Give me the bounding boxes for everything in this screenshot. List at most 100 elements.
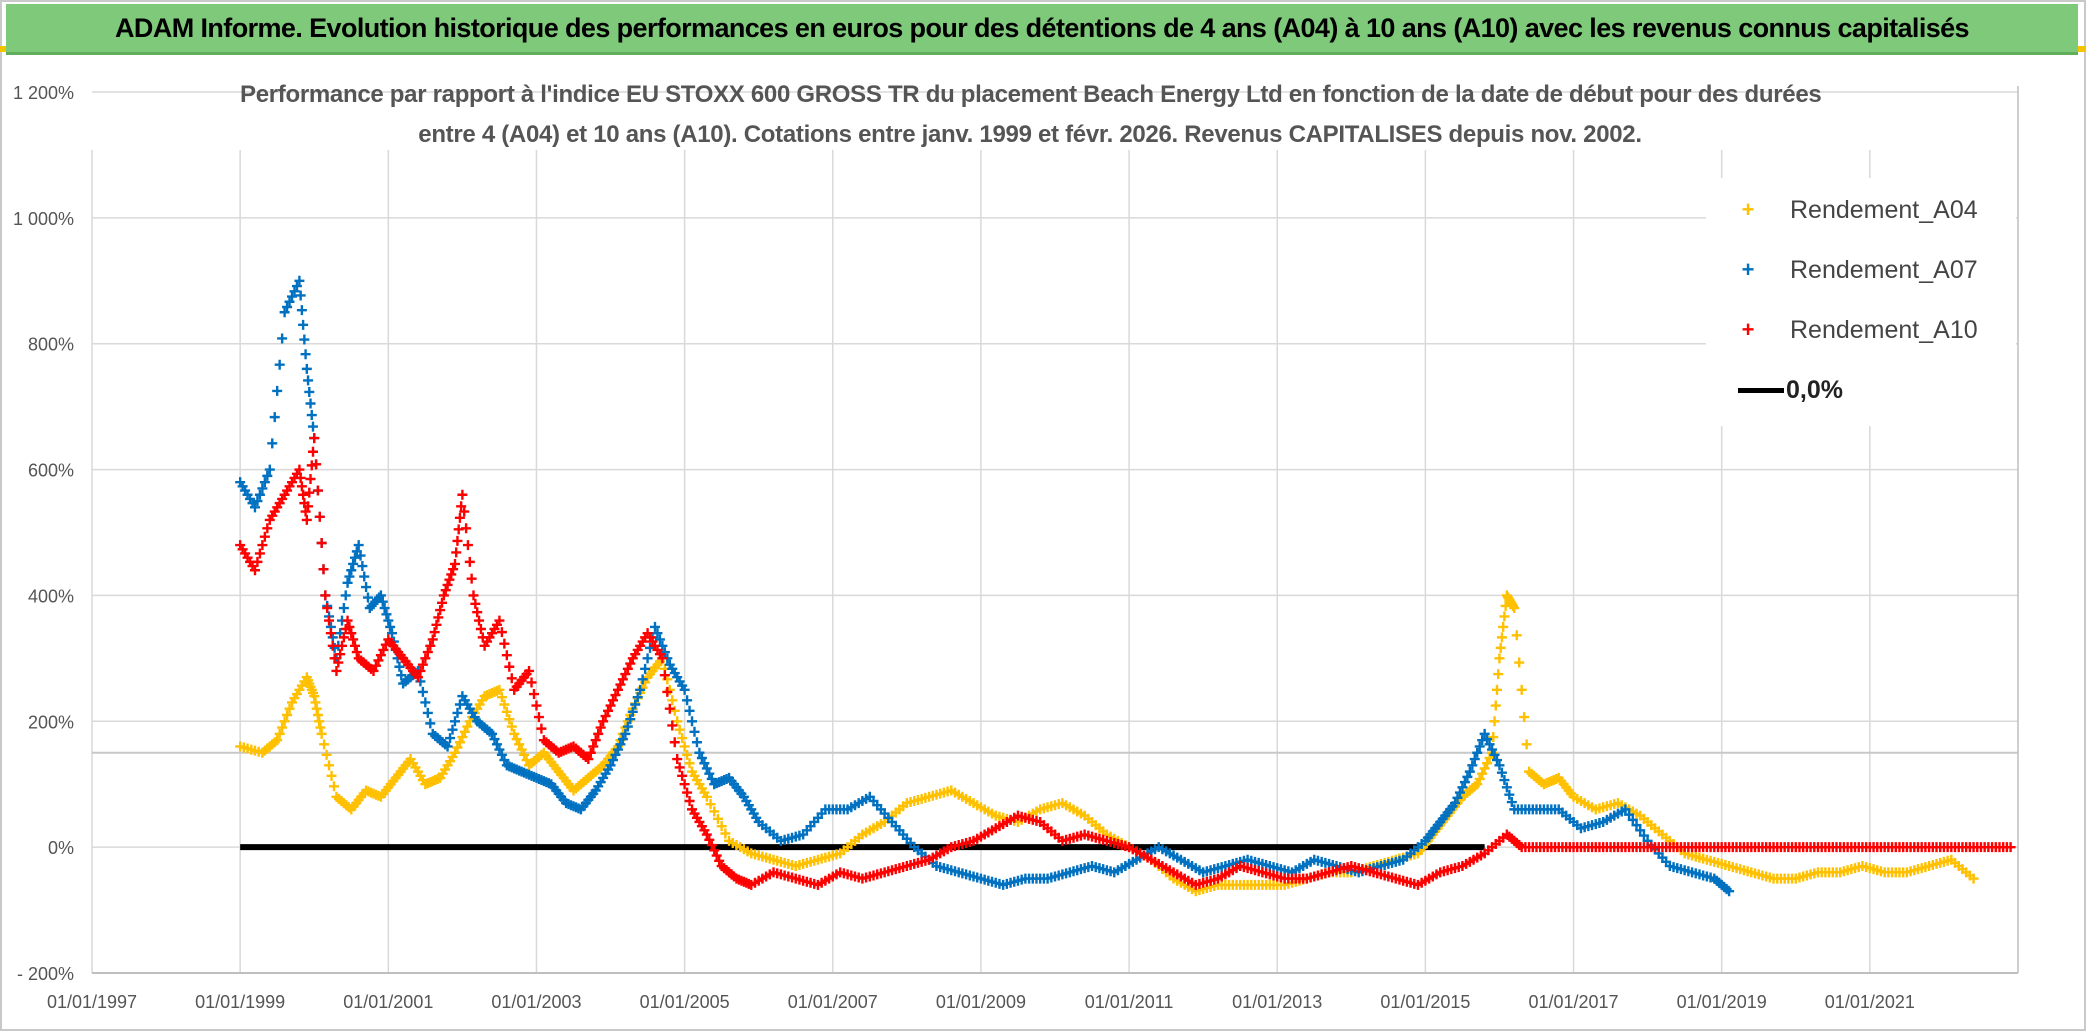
a10-point [533, 712, 544, 723]
a04-point [321, 749, 332, 760]
a07-point [649, 621, 660, 632]
a10-point [625, 658, 636, 669]
a07-point [635, 684, 646, 695]
x-tick-label: 01/01/2009 [936, 992, 1026, 1012]
a10-point [429, 627, 440, 638]
a07-point [300, 349, 311, 360]
a04-point [454, 737, 465, 748]
a04-point [1494, 653, 1505, 664]
a04-point [282, 709, 293, 720]
legend-label-a10: Rendement_A10 [1790, 315, 1978, 344]
a10-point [370, 660, 381, 671]
a04-point [509, 728, 520, 739]
a04-point [284, 703, 295, 714]
legend-label-zero: 0,0% [1786, 375, 1843, 404]
a10-point [526, 677, 537, 688]
chart-title-line-1: Performance par rapport à l'indice EU ST… [240, 81, 1822, 108]
a04-point [316, 728, 327, 739]
a10-point [294, 464, 305, 475]
a07-point [494, 744, 505, 755]
a10-point [494, 615, 505, 626]
a04-point [712, 813, 723, 824]
a04-point [677, 733, 688, 744]
a04-point [1491, 684, 1502, 695]
a07-point [420, 697, 431, 708]
a04-point [514, 739, 525, 750]
a10-point [415, 665, 426, 676]
a07-point [394, 661, 405, 672]
a07-point [699, 758, 710, 769]
a10-point [617, 674, 628, 685]
a04-point [315, 722, 326, 733]
a04-point [457, 732, 468, 743]
a07-point [487, 728, 498, 739]
a10-point [322, 603, 333, 614]
a07-point [422, 707, 433, 718]
a10-point [249, 565, 260, 576]
a10-point [672, 754, 683, 765]
a10-point [664, 703, 675, 714]
a10-point [464, 556, 475, 567]
a04-point [1519, 712, 1530, 723]
a10-point [449, 558, 460, 569]
a10-point [706, 840, 717, 851]
a10-point [257, 540, 268, 551]
x-tick-label: 01/01/2019 [1677, 992, 1767, 1012]
a07-point [622, 721, 633, 732]
a07-point [307, 421, 318, 432]
a07-point [338, 603, 349, 614]
a10-point [368, 665, 379, 676]
a07-point [254, 489, 265, 500]
x-tick-label: 01/01/1999 [195, 992, 285, 1012]
a07-point [396, 670, 407, 681]
a07-point [489, 734, 500, 745]
a10-point [442, 579, 453, 590]
y-tick-label: 800% [28, 335, 74, 355]
a10-point [468, 590, 479, 601]
a07-point [346, 565, 357, 576]
a07-point [625, 714, 636, 725]
a07-point [279, 307, 290, 318]
a04-point [310, 697, 321, 708]
a04-point [272, 735, 283, 746]
a04-point [1495, 642, 1506, 653]
a07-point [491, 739, 502, 750]
a04-point [326, 770, 337, 781]
a10-point [431, 619, 442, 630]
a07-point [1467, 760, 1478, 771]
a07-point [620, 728, 631, 739]
legend-label-a04: Rendement_A04 [1790, 195, 1978, 224]
a04-point [449, 747, 460, 758]
a04-point [328, 781, 339, 792]
a07-point [1724, 886, 1735, 897]
a10-point [704, 834, 715, 845]
a10-point [711, 850, 722, 861]
a10-point [622, 663, 633, 674]
a10-point [348, 634, 359, 645]
a07-point [361, 582, 372, 593]
y-tick-label: - 200% [17, 964, 74, 984]
a07-point [257, 483, 268, 494]
a04-point [1968, 873, 1979, 884]
a10-point [344, 621, 355, 632]
a04-point [705, 799, 716, 810]
a10-point [300, 506, 311, 517]
a04-point [499, 699, 510, 710]
a04-point [684, 758, 695, 769]
a07-point [449, 716, 460, 727]
a07-point [249, 502, 260, 513]
a04-point [504, 714, 515, 725]
a07-point [1631, 820, 1642, 831]
legend-item-a10: + Rendement_A10 [1706, 310, 2016, 350]
a07-point [452, 707, 463, 718]
a10-point [349, 640, 360, 651]
a04-point [1489, 716, 1500, 727]
a10-point [448, 564, 459, 575]
a07-point [1450, 798, 1461, 809]
a10-point [456, 501, 467, 512]
a07-point [274, 359, 285, 370]
a10-point [701, 829, 712, 840]
a10-point [461, 523, 472, 534]
a10-point [598, 716, 609, 727]
a07-point [617, 734, 628, 745]
